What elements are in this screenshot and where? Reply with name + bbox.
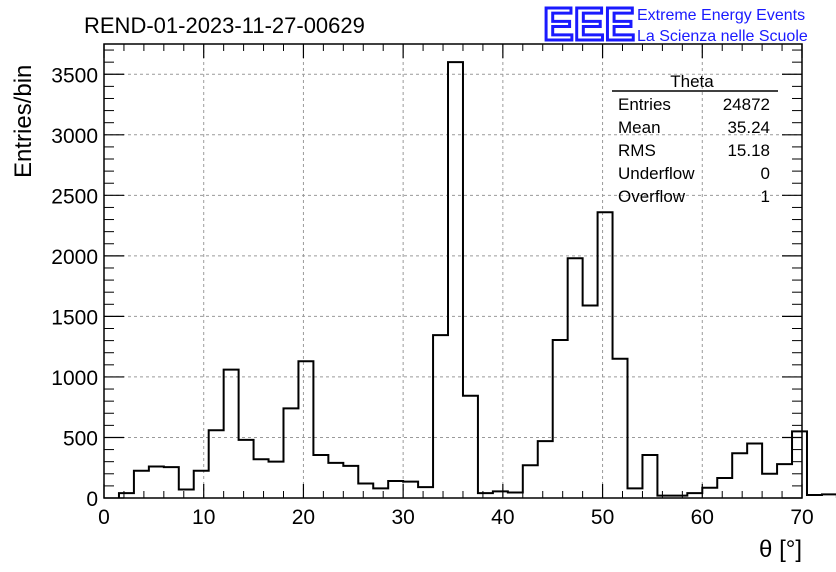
y-tick-label: 1500 xyxy=(51,306,98,329)
histogram-bin xyxy=(628,488,643,498)
stats-value: 15.18 xyxy=(727,141,770,160)
stats-value: 35.24 xyxy=(727,118,770,137)
y-tick-label: 1000 xyxy=(51,367,98,390)
y-tick-label: 2500 xyxy=(51,185,98,208)
histogram-bin xyxy=(209,430,224,498)
histogram-bin xyxy=(433,335,448,498)
histogram-bin xyxy=(134,471,149,498)
histogram-bin xyxy=(269,462,284,498)
histogram-bin xyxy=(583,306,598,498)
histogram-bin xyxy=(418,487,433,498)
stats-label: Underflow xyxy=(618,164,695,183)
histogram-bin xyxy=(448,62,463,498)
histogram-bin xyxy=(164,467,179,498)
eee-logo: EEE Extreme Energy Events La Scienza nel… xyxy=(542,0,808,52)
x-tick-label: 0 xyxy=(98,506,110,529)
y-tick-label: 0 xyxy=(86,488,98,511)
plot-frame xyxy=(103,43,803,499)
histogram-bin xyxy=(642,455,657,498)
histogram-bin xyxy=(328,463,343,498)
histogram-bin xyxy=(298,361,313,498)
histogram-bin xyxy=(717,478,732,498)
histogram-bin xyxy=(224,370,239,498)
x-tick-label: 20 xyxy=(292,506,315,529)
histogram-bin xyxy=(523,465,538,498)
y-tick-label: 2000 xyxy=(51,246,98,269)
histogram-bin xyxy=(194,471,209,498)
stats-label: RMS xyxy=(618,141,656,160)
histogram-bin xyxy=(358,483,373,498)
histogram-bin xyxy=(762,474,777,498)
histogram-outline xyxy=(117,61,836,498)
axis-ticks: 0 10 20 30 40 50 60 700500100015002000250030003… xyxy=(51,44,814,529)
stats-label: Entries xyxy=(618,95,671,114)
x-tick-label: 30 xyxy=(391,506,414,529)
stats-value: 0 xyxy=(761,164,770,183)
y-axis-label: Entries/bin xyxy=(10,65,37,178)
histogram-bin xyxy=(732,453,747,498)
histogram-bin xyxy=(598,212,613,498)
histogram-bin xyxy=(553,340,568,498)
grid-lines xyxy=(104,44,802,498)
stats-label: Overflow xyxy=(618,187,686,206)
x-tick-label: 60 xyxy=(691,506,714,529)
x-tick-label: 40 xyxy=(491,506,514,529)
histogram-bin xyxy=(179,490,194,498)
stats-value: 24872 xyxy=(723,95,770,114)
histogram-bin xyxy=(702,488,717,498)
logo-line-2: La Scienza nelle Scuole xyxy=(637,28,808,45)
x-tick-label: 10 xyxy=(192,506,215,529)
histogram-bin xyxy=(403,482,418,498)
stats-label: Mean xyxy=(618,118,661,137)
histogram-bin xyxy=(343,466,358,498)
x-axis-label: θ [°] xyxy=(759,536,802,563)
histogram-bin xyxy=(373,488,388,498)
stats-title: Theta xyxy=(670,72,714,91)
histogram-bin xyxy=(254,459,269,498)
x-tick-label: 70 xyxy=(790,506,813,529)
histogram-bin xyxy=(239,440,254,498)
histogram-bin xyxy=(568,258,583,498)
histogram-bin xyxy=(463,396,478,498)
chart-title: REND-01-2023-11-27-00629 xyxy=(84,13,365,38)
y-tick-label: 500 xyxy=(63,427,98,450)
logo-mark: EEE xyxy=(543,0,635,50)
histogram-bin xyxy=(388,481,403,498)
stats-value: 1 xyxy=(761,187,770,206)
histogram-bin xyxy=(613,359,628,498)
stats-box: Theta Entries 24872 Mean 35.24 RMS 15.18 Under… xyxy=(612,72,778,206)
histogram-bin xyxy=(313,455,328,498)
x-tick-label: 50 xyxy=(591,506,614,529)
logo-line-1: Extreme Energy Events xyxy=(637,7,805,24)
stats-rows: Entries 24872 Mean 35.24 RMS 15.18 Underflow 0 O… xyxy=(618,95,770,206)
y-tick-label: 3500 xyxy=(51,64,98,87)
histogram-bin xyxy=(538,441,553,498)
histogram-bin xyxy=(747,444,762,498)
histogram-bin xyxy=(283,408,298,498)
histogram-bin xyxy=(792,431,807,498)
histogram-bin xyxy=(149,467,164,498)
y-tick-label: 3000 xyxy=(51,125,98,148)
histogram-bin xyxy=(777,464,792,498)
